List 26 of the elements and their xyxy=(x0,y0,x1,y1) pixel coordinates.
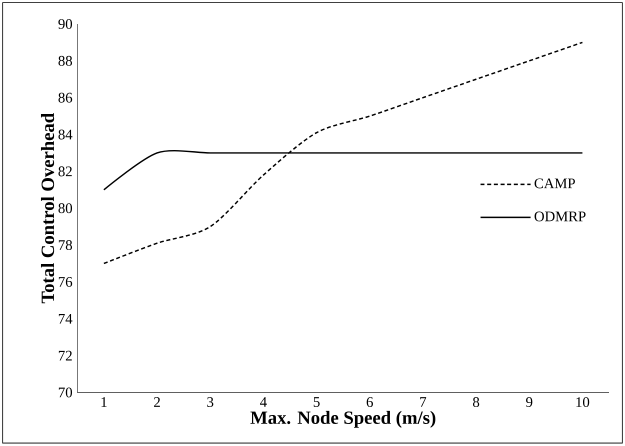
y-tick-label: 72 xyxy=(58,350,72,361)
x-tick-label: 5 xyxy=(314,397,320,408)
x-axis-title: Max. Node Speed (m/s) xyxy=(250,410,436,428)
y-tick-label: 76 xyxy=(58,277,72,287)
y-tick-label: 88 xyxy=(58,56,72,66)
x-tick-label: 4 xyxy=(260,397,267,407)
x-tick-label: 8 xyxy=(472,397,480,408)
x-tick-label: 10 xyxy=(576,397,590,408)
x-tick-label: 3 xyxy=(207,397,214,408)
x-tick-label: 7 xyxy=(420,397,426,407)
y-tick-label: 86 xyxy=(58,92,72,103)
y-tick-label: 84 xyxy=(58,130,72,140)
line-series xyxy=(103,42,584,264)
y-tick-label: 80 xyxy=(58,203,72,214)
x-tick-label: 6 xyxy=(366,397,373,408)
y-axis-title: Total Control Overhead xyxy=(40,113,54,304)
y-tick-label: 90 xyxy=(58,19,72,30)
y-tick-label: 70 xyxy=(58,388,72,398)
y-tick-label: 78 xyxy=(58,240,72,250)
legend-label: ODMRP xyxy=(534,212,586,222)
x-tick-label: 9 xyxy=(526,397,532,408)
y-tick-label: 82 xyxy=(58,166,72,176)
y-tick-label: 74 xyxy=(58,314,72,324)
x-tick-label: 1 xyxy=(102,397,107,407)
legend-label: CAMP xyxy=(534,178,575,188)
x-tick-label: 2 xyxy=(154,397,160,407)
